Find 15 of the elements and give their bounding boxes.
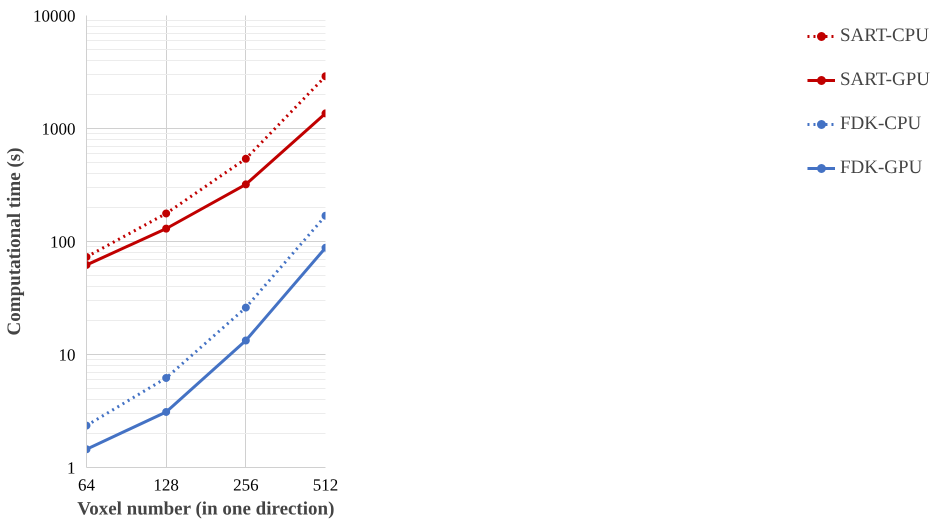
y-tick-label: 10: [58, 346, 76, 364]
x-tick-label: 64: [78, 476, 96, 494]
x-tick-label: 512: [312, 476, 338, 494]
x-tick-label: 256: [233, 476, 259, 494]
legend-label: SART-CPU: [840, 25, 929, 47]
legend-label: FDK-CPU: [840, 113, 922, 135]
legend-label: FDK-GPU: [840, 157, 922, 179]
x-tick-label: 128: [153, 476, 179, 494]
y-tick-label: 10000: [33, 6, 76, 26]
legend-label: SART-GPU: [840, 69, 930, 91]
y-tick-label: 1: [67, 458, 76, 478]
y-tick-label: 1000: [42, 120, 76, 138]
x-axis-title: Voxel number (in one direction): [77, 498, 334, 520]
y-axis-title: Computational time (s): [4, 148, 25, 336]
y-tick-label: 100: [50, 232, 76, 252]
